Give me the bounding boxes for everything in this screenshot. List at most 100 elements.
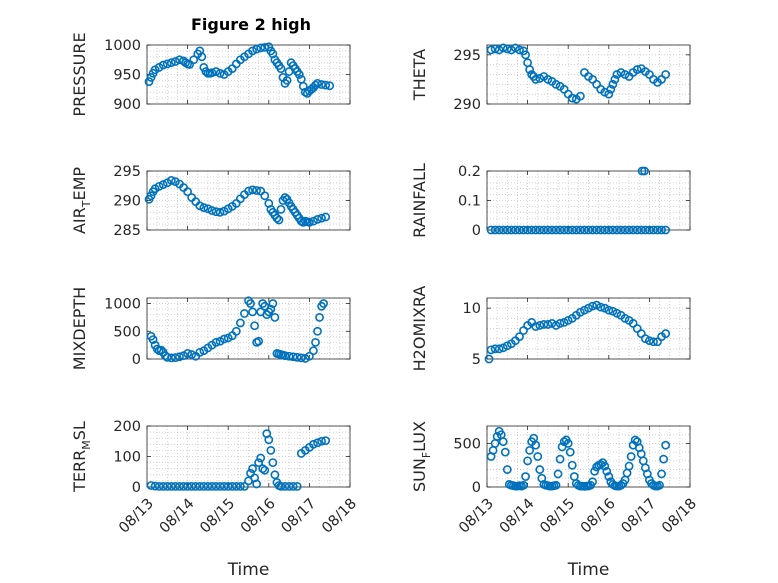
- y-tick-label: 0.1: [458, 194, 481, 210]
- data-point: [162, 481, 172, 491]
- data-point: [199, 203, 209, 212]
- data-point: [569, 472, 579, 481]
- y-axis-label: MIXDEPTH: [70, 287, 89, 370]
- data-point: [563, 225, 573, 235]
- data-point: [655, 480, 664, 490]
- data-point: [531, 440, 541, 450]
- data-point: [616, 225, 626, 235]
- subplot-3: 285 290 295 AIRTEMP: [70, 164, 351, 239]
- data-point: [179, 481, 188, 491]
- data-point: [311, 337, 320, 347]
- data-point: [296, 353, 306, 363]
- data-point: [158, 180, 168, 189]
- data-point: [511, 225, 520, 235]
- x-tick-label: 08/17: [279, 496, 320, 537]
- data-point: [166, 353, 176, 363]
- data-point: [640, 225, 650, 235]
- data-point: [276, 64, 286, 73]
- data-point: [500, 447, 510, 457]
- data-point: [661, 225, 671, 235]
- data-point: [506, 225, 516, 235]
- data-point: [502, 44, 512, 54]
- data-point: [527, 225, 537, 235]
- subplot-1: 900 950 1000 PRESSURE: [70, 32, 351, 117]
- data-point: [555, 225, 565, 235]
- data-point: [156, 345, 166, 355]
- data-point: [191, 481, 201, 491]
- data-point: [596, 225, 606, 235]
- data-point: [559, 437, 569, 447]
- data-point: [203, 481, 213, 491]
- data-point: [592, 225, 602, 235]
- axes-box: [146, 297, 351, 360]
- data-point: [604, 472, 614, 481]
- axes-box: [486, 297, 691, 360]
- data-point: [288, 352, 298, 362]
- data-point: [661, 440, 671, 450]
- data-point: [628, 225, 638, 235]
- data-point: [596, 459, 606, 469]
- data-point: [175, 352, 184, 362]
- data-point: [183, 349, 192, 358]
- data-point: [580, 225, 589, 235]
- data-point: [276, 204, 286, 214]
- data-point: [148, 335, 158, 344]
- data-point: [248, 464, 257, 474]
- data-point: [166, 176, 176, 185]
- data-point: [490, 44, 500, 54]
- data-point: [270, 313, 280, 322]
- data-point: [490, 439, 500, 448]
- y-tick-label: 295: [113, 164, 141, 180]
- data-point: [288, 481, 298, 491]
- data-point: [235, 318, 245, 328]
- y-tick-label: 290: [453, 97, 481, 113]
- data-point: [604, 305, 614, 315]
- data-point: [521, 472, 530, 481]
- data-point: [211, 337, 221, 347]
- data-point: [219, 334, 229, 344]
- data-point: [195, 347, 205, 357]
- data-point: [146, 481, 156, 490]
- data-point: [268, 458, 278, 467]
- data-point: [661, 70, 671, 79]
- data-point: [486, 45, 496, 55]
- data-point: [575, 91, 585, 101]
- data-point: [260, 465, 270, 475]
- subplot-2: 290 295 THETA: [410, 43, 691, 113]
- data-point: [606, 84, 616, 94]
- x-tick-label: 08/13: [456, 496, 497, 537]
- data-point: [315, 313, 324, 322]
- data-point: [266, 445, 276, 455]
- data-point: [567, 93, 577, 103]
- data-point: [563, 439, 573, 448]
- data-point: [240, 481, 249, 491]
- data-point: [256, 453, 266, 463]
- data-point: [144, 77, 154, 86]
- data-point: [484, 354, 494, 364]
- x-tick-label: 08/18: [659, 496, 700, 537]
- data-point: [498, 437, 508, 447]
- data-point: [211, 207, 221, 217]
- data-point: [150, 481, 160, 491]
- data-point: [590, 466, 599, 476]
- y-tick-label: 0.2: [458, 164, 481, 180]
- data-point: [313, 78, 322, 88]
- data-point: [567, 225, 577, 235]
- data-point: [600, 461, 610, 471]
- data-point: [604, 89, 614, 99]
- data-point: [539, 225, 549, 235]
- data-point: [146, 191, 156, 201]
- data-point: [313, 214, 322, 224]
- data-point: [313, 326, 322, 336]
- data-point: [604, 225, 614, 235]
- data-point: [567, 460, 577, 470]
- data-point: [266, 304, 276, 314]
- data-point: [280, 481, 290, 491]
- y-tick-label: 0: [472, 480, 481, 496]
- axes-box: [486, 44, 691, 105]
- data-point: [195, 201, 205, 211]
- data-point: [661, 329, 671, 338]
- data-point: [240, 309, 249, 318]
- y-tick-label: 950: [113, 68, 141, 84]
- data-point: [250, 321, 259, 331]
